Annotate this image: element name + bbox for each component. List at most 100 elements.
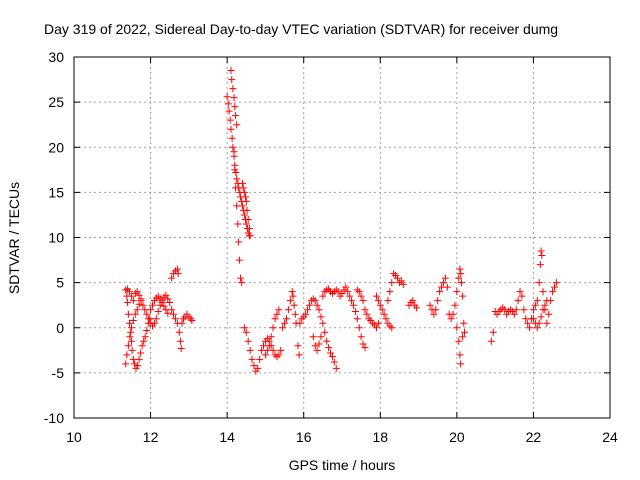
data-point — [456, 265, 464, 273]
data-point — [291, 310, 299, 318]
data-point — [524, 319, 532, 327]
data-point — [344, 288, 352, 296]
data-point — [160, 302, 168, 310]
data-point — [286, 297, 294, 305]
data-point — [126, 319, 134, 327]
data-point — [230, 94, 238, 102]
data-point — [176, 337, 184, 345]
data-point — [330, 358, 338, 366]
y-tick-label: 0 — [56, 320, 64, 336]
data-point — [311, 297, 319, 305]
data-point — [242, 328, 250, 336]
data-point — [135, 355, 143, 363]
data-point — [123, 351, 131, 359]
data-point — [235, 256, 243, 264]
data-point — [309, 295, 317, 303]
data-point — [447, 315, 455, 323]
data-point — [233, 121, 241, 129]
data-point — [351, 308, 359, 316]
data-point — [256, 355, 264, 363]
data-point — [357, 292, 365, 300]
data-point — [127, 337, 135, 345]
data-point — [317, 333, 325, 341]
data-point — [128, 346, 136, 354]
data-point — [275, 351, 283, 359]
data-point — [127, 324, 135, 332]
data-point — [294, 342, 302, 350]
data-point — [243, 206, 251, 214]
data-point — [499, 304, 507, 312]
data-point — [323, 337, 331, 345]
data-point — [390, 270, 398, 278]
data-point — [170, 310, 178, 318]
data-point — [234, 220, 242, 228]
data-point — [535, 279, 543, 287]
data-point — [162, 291, 170, 299]
data-point — [441, 274, 449, 282]
data-point — [537, 247, 545, 255]
data-point — [304, 306, 312, 314]
data-point — [536, 261, 544, 269]
data-point — [227, 125, 235, 133]
data-point — [541, 301, 549, 309]
data-point — [409, 297, 417, 305]
data-point — [332, 286, 340, 294]
data-point — [302, 310, 310, 318]
data-point — [279, 324, 287, 332]
data-point — [539, 306, 547, 314]
data-point — [529, 306, 537, 314]
data-point — [359, 297, 367, 305]
data-point — [538, 252, 546, 260]
data-point — [325, 344, 333, 352]
data-point — [332, 364, 340, 372]
data-point — [238, 279, 246, 287]
y-tick-label: 5 — [56, 275, 64, 291]
data-point — [154, 308, 162, 316]
data-point — [140, 337, 148, 345]
data-point — [137, 297, 145, 305]
data-point — [328, 289, 336, 297]
data-point — [328, 353, 336, 361]
data-point — [290, 301, 298, 309]
data-point — [357, 333, 365, 341]
data-point — [309, 333, 317, 341]
data-point — [143, 310, 151, 318]
data-point — [353, 286, 361, 294]
data-point — [552, 279, 560, 287]
data-point — [122, 286, 130, 294]
data-point — [543, 319, 551, 327]
data-point — [188, 317, 196, 325]
data-point — [443, 283, 451, 291]
data-point — [355, 288, 363, 296]
data-point — [353, 315, 361, 323]
data-point — [145, 315, 153, 323]
data-point — [175, 328, 183, 336]
data-point — [537, 313, 545, 321]
data-point — [233, 202, 241, 210]
data-point — [545, 310, 553, 318]
data-point — [298, 315, 306, 323]
x-tick-label: 10 — [66, 429, 82, 445]
data-point — [239, 184, 247, 192]
data-point — [374, 297, 382, 305]
data-point — [380, 310, 388, 318]
data-point — [512, 306, 520, 314]
data-point — [317, 313, 325, 321]
data-point — [242, 193, 250, 201]
data-point — [231, 103, 239, 111]
data-point — [232, 184, 240, 192]
data-point — [248, 355, 256, 363]
data-point — [242, 220, 250, 228]
data-point — [250, 362, 258, 370]
data-point — [520, 306, 528, 314]
data-point — [434, 297, 442, 305]
data-point — [456, 351, 464, 359]
data-point — [129, 317, 137, 325]
data-point — [342, 283, 350, 291]
data-point — [348, 297, 356, 305]
data-point — [349, 301, 357, 309]
data-point — [376, 301, 384, 309]
data-point — [135, 300, 143, 308]
data-point — [127, 292, 135, 300]
data-point — [289, 292, 297, 300]
